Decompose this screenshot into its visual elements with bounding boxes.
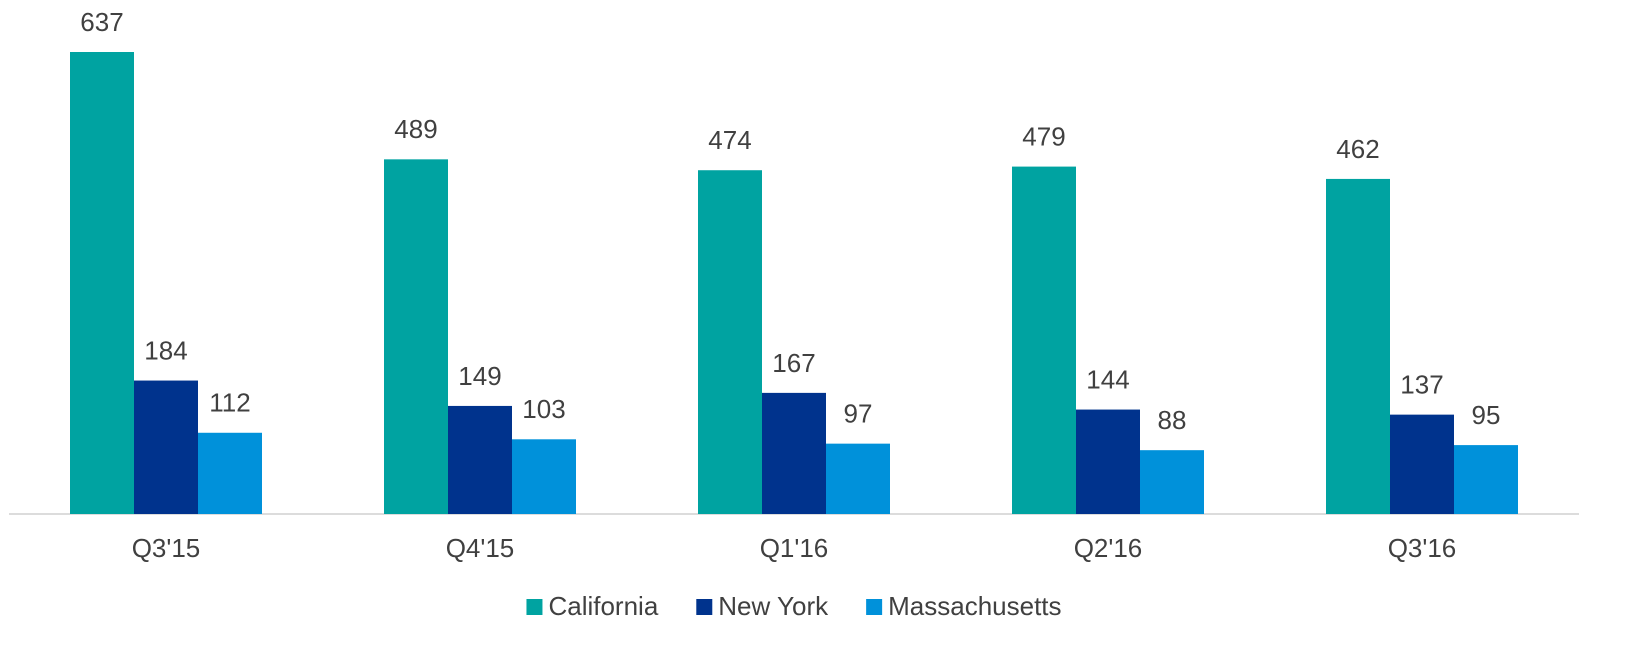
data-label: 479: [1022, 121, 1065, 151]
data-label: 637: [80, 7, 123, 37]
data-label: 88: [1158, 405, 1187, 435]
bar: [1454, 445, 1518, 514]
x-tick-label: Q3'16: [1388, 533, 1457, 563]
data-label: 144: [1086, 364, 1129, 394]
x-tick-label: Q2'16: [1074, 533, 1143, 563]
bar: [1140, 450, 1204, 514]
bar: [70, 52, 134, 514]
data-label: 97: [844, 399, 873, 429]
data-label: 95: [1472, 400, 1501, 430]
bar: [698, 170, 762, 514]
data-label: 462: [1336, 134, 1379, 164]
bar: [1390, 414, 1454, 514]
legend-swatch: [696, 599, 713, 615]
data-label: 112: [209, 388, 250, 418]
bar: [512, 439, 576, 514]
x-tick-label: Q4'15: [446, 533, 515, 563]
data-label: 103: [522, 394, 565, 424]
data-label: 149: [458, 361, 501, 391]
x-tick-label: Q1'16: [760, 533, 829, 563]
legend-label: Massachusetts: [888, 591, 1061, 621]
legend-swatch: [866, 599, 883, 615]
data-label: 489: [394, 114, 437, 144]
legend-label: California: [548, 591, 658, 621]
bar: [762, 392, 826, 514]
legend-label: New York: [718, 591, 829, 621]
bar: [134, 380, 198, 514]
bar: [1012, 166, 1076, 515]
bar: [384, 159, 448, 515]
data-label: 137: [1400, 370, 1443, 400]
x-tick-label: Q3'15: [132, 533, 201, 563]
bar: [1326, 178, 1390, 514]
bar: [826, 443, 890, 514]
data-label: 167: [772, 348, 815, 378]
data-label: 474: [708, 125, 751, 155]
bar: [1076, 409, 1140, 514]
legend-swatch: [526, 599, 543, 615]
bar: [448, 405, 512, 514]
bar: [198, 432, 262, 514]
data-label: 184: [144, 335, 187, 365]
